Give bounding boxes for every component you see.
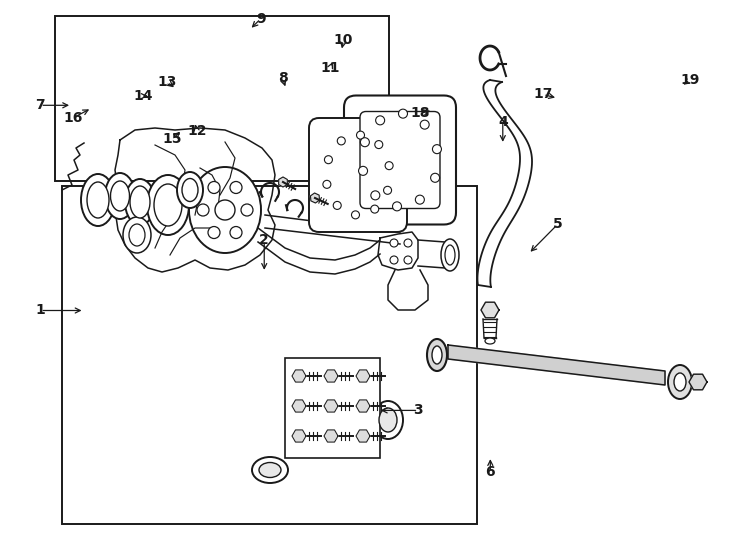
Circle shape (399, 109, 407, 118)
Ellipse shape (379, 408, 397, 432)
Text: 9: 9 (255, 12, 266, 26)
Circle shape (384, 186, 391, 194)
Bar (62, 186, 477, 524)
Circle shape (432, 145, 441, 154)
Circle shape (338, 137, 345, 145)
FancyBboxPatch shape (360, 111, 440, 208)
Ellipse shape (125, 179, 155, 225)
Ellipse shape (177, 172, 203, 208)
Polygon shape (356, 430, 370, 442)
Circle shape (324, 156, 333, 164)
Ellipse shape (111, 181, 129, 211)
Ellipse shape (81, 174, 115, 226)
Text: 8: 8 (277, 71, 288, 85)
Ellipse shape (441, 239, 459, 271)
Circle shape (208, 181, 220, 193)
Circle shape (385, 161, 393, 170)
Text: 10: 10 (334, 33, 353, 48)
Text: 5: 5 (553, 217, 563, 231)
Polygon shape (292, 400, 306, 412)
Polygon shape (356, 400, 370, 412)
Circle shape (241, 204, 253, 216)
Polygon shape (481, 302, 499, 318)
Ellipse shape (674, 373, 686, 391)
FancyBboxPatch shape (344, 96, 456, 225)
Circle shape (404, 239, 412, 247)
Polygon shape (310, 193, 319, 203)
Circle shape (323, 180, 331, 188)
Text: 6: 6 (485, 465, 495, 480)
Circle shape (333, 201, 341, 210)
Circle shape (404, 256, 412, 264)
Circle shape (393, 202, 401, 211)
Ellipse shape (105, 173, 135, 219)
Circle shape (390, 239, 398, 247)
Circle shape (215, 200, 235, 220)
Circle shape (357, 131, 365, 139)
Ellipse shape (147, 175, 189, 235)
FancyBboxPatch shape (309, 118, 407, 232)
Ellipse shape (373, 401, 403, 439)
Text: 7: 7 (35, 98, 46, 112)
Polygon shape (279, 177, 287, 187)
Circle shape (375, 140, 383, 148)
Text: 11: 11 (321, 60, 340, 75)
Circle shape (197, 204, 209, 216)
Polygon shape (324, 400, 338, 412)
Polygon shape (324, 370, 338, 382)
Circle shape (376, 116, 385, 125)
Text: 1: 1 (35, 303, 46, 318)
Circle shape (420, 120, 429, 129)
Circle shape (360, 138, 369, 147)
Ellipse shape (432, 346, 442, 364)
Text: 3: 3 (413, 403, 424, 417)
Ellipse shape (252, 457, 288, 483)
Circle shape (371, 205, 379, 213)
Bar (285, 358, 380, 458)
Circle shape (431, 173, 440, 183)
Text: 2: 2 (259, 233, 269, 247)
Polygon shape (292, 370, 306, 382)
Text: 16: 16 (64, 111, 83, 125)
Polygon shape (292, 430, 306, 442)
Ellipse shape (485, 338, 495, 344)
Text: 15: 15 (163, 132, 182, 146)
Ellipse shape (154, 184, 182, 226)
Circle shape (415, 195, 424, 204)
Text: 12: 12 (187, 124, 206, 138)
Text: 18: 18 (410, 106, 429, 120)
Ellipse shape (123, 217, 151, 253)
Polygon shape (356, 370, 370, 382)
Circle shape (358, 166, 368, 176)
Circle shape (371, 191, 379, 200)
Text: 4: 4 (498, 114, 508, 129)
Bar (55, 16, 389, 181)
Circle shape (230, 226, 242, 239)
Ellipse shape (259, 462, 281, 477)
Text: 13: 13 (158, 75, 177, 89)
Polygon shape (324, 430, 338, 442)
Ellipse shape (129, 224, 145, 246)
Ellipse shape (189, 167, 261, 253)
Ellipse shape (427, 339, 447, 371)
Ellipse shape (668, 365, 692, 399)
Ellipse shape (130, 186, 150, 218)
Circle shape (230, 181, 242, 193)
Ellipse shape (182, 179, 198, 201)
Polygon shape (448, 345, 665, 385)
Ellipse shape (87, 182, 109, 218)
Circle shape (352, 211, 360, 219)
Ellipse shape (445, 245, 455, 265)
Text: 19: 19 (680, 73, 700, 87)
Circle shape (208, 226, 220, 239)
Polygon shape (689, 374, 707, 390)
Circle shape (390, 256, 398, 264)
Text: 17: 17 (534, 87, 553, 102)
Text: 14: 14 (134, 89, 153, 103)
